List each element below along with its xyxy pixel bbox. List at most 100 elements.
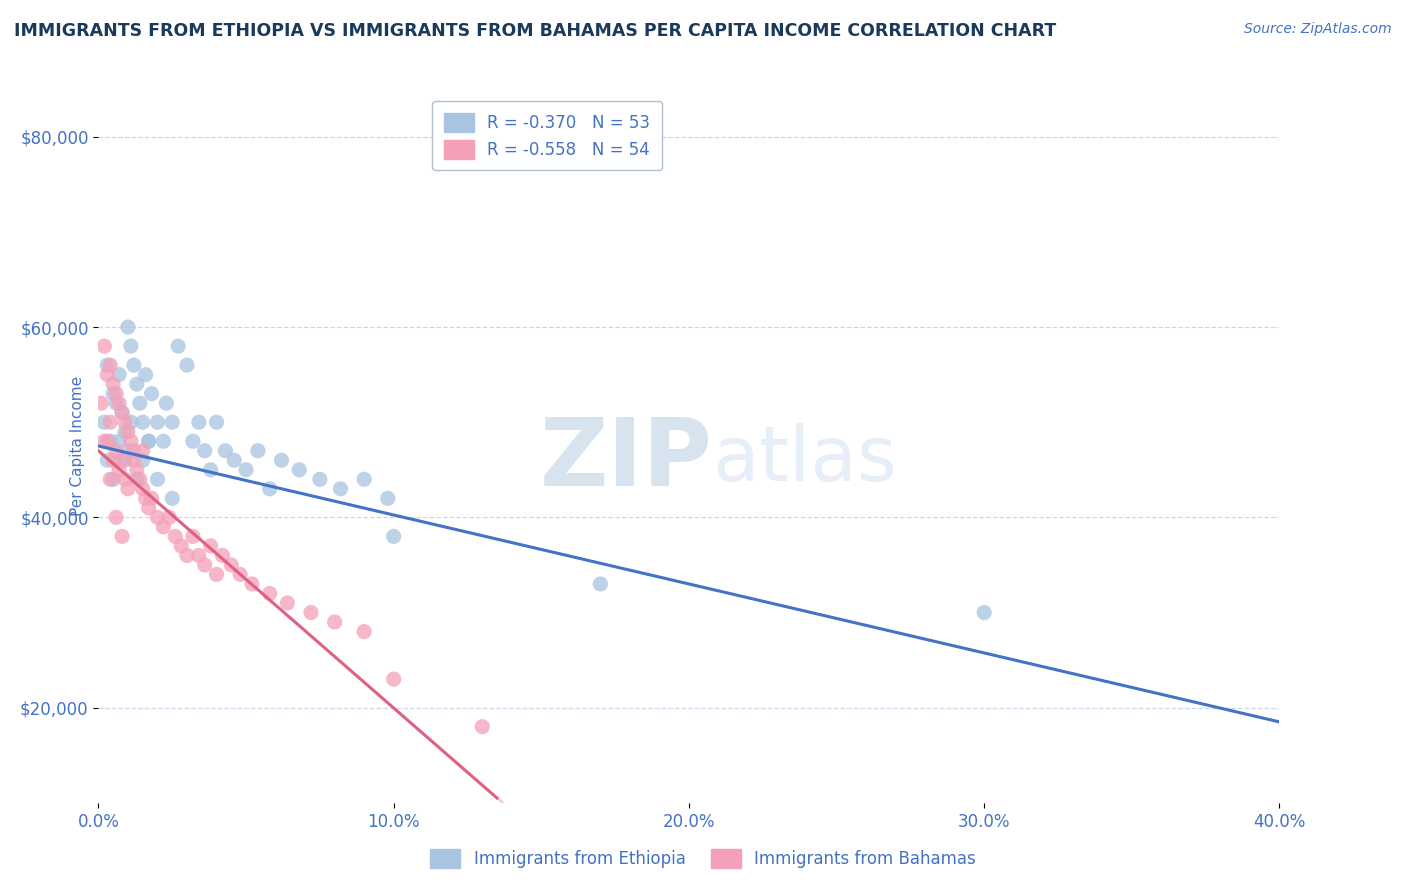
- Point: [96, 358, 118, 372]
- Point: [114, 425, 136, 439]
- Point: [98, 472, 121, 486]
- Point: [132, 443, 155, 458]
- Point: [329, 482, 352, 496]
- Text: Source: ZipAtlas.com: Source: ZipAtlas.com: [1244, 22, 1392, 37]
- Point: [93, 339, 115, 353]
- Point: [162, 491, 183, 506]
- Point: [132, 453, 155, 467]
- Point: [229, 567, 252, 582]
- Point: [117, 482, 139, 496]
- Point: [103, 472, 125, 486]
- Point: [589, 577, 612, 591]
- Point: [132, 482, 155, 496]
- Point: [152, 520, 174, 534]
- Point: [114, 472, 136, 486]
- Point: [114, 415, 136, 429]
- Point: [205, 567, 228, 582]
- Point: [108, 434, 131, 449]
- Point: [90, 396, 112, 410]
- Point: [240, 577, 263, 591]
- Point: [135, 491, 157, 506]
- Point: [117, 320, 139, 334]
- Point: [98, 434, 121, 449]
- Point: [146, 472, 169, 486]
- Point: [194, 558, 217, 572]
- Point: [93, 415, 115, 429]
- Point: [111, 529, 134, 543]
- Point: [132, 415, 155, 429]
- Point: [117, 443, 139, 458]
- Point: [125, 377, 148, 392]
- Point: [146, 510, 169, 524]
- Point: [211, 549, 233, 563]
- Point: [105, 396, 128, 410]
- Point: [117, 425, 139, 439]
- Point: [146, 415, 169, 429]
- Point: [108, 463, 131, 477]
- Point: [138, 434, 160, 449]
- Point: [162, 415, 183, 429]
- Point: [176, 549, 198, 563]
- Point: [205, 415, 228, 429]
- Point: [105, 386, 128, 401]
- Point: [108, 368, 131, 382]
- Point: [181, 434, 204, 449]
- Point: [309, 472, 332, 486]
- Point: [138, 434, 160, 449]
- Point: [141, 386, 163, 401]
- Point: [187, 415, 209, 429]
- Point: [973, 606, 995, 620]
- Point: [155, 396, 177, 410]
- Point: [128, 396, 150, 410]
- Point: [128, 472, 150, 486]
- Point: [111, 406, 134, 420]
- Point: [299, 606, 322, 620]
- Point: [120, 415, 142, 429]
- Point: [235, 463, 257, 477]
- Point: [125, 472, 148, 486]
- Point: [93, 434, 115, 449]
- Point: [96, 434, 118, 449]
- Point: [187, 549, 209, 563]
- Point: [120, 434, 142, 449]
- Point: [259, 586, 281, 600]
- Point: [224, 453, 246, 467]
- Legend: R = -0.370   N = 53, R = -0.558   N = 54: R = -0.370 N = 53, R = -0.558 N = 54: [433, 101, 662, 170]
- Text: atlas: atlas: [713, 424, 897, 497]
- Point: [221, 558, 243, 572]
- Point: [120, 339, 142, 353]
- Point: [276, 596, 298, 610]
- Point: [259, 482, 281, 496]
- Point: [122, 453, 145, 467]
- Point: [165, 529, 187, 543]
- Point: [103, 453, 125, 467]
- Text: IMMIGRANTS FROM ETHIOPIA VS IMMIGRANTS FROM BAHAMAS PER CAPITA INCOME CORRELATIO: IMMIGRANTS FROM ETHIOPIA VS IMMIGRANTS F…: [14, 22, 1056, 40]
- Point: [157, 510, 180, 524]
- Point: [246, 443, 269, 458]
- Point: [96, 368, 118, 382]
- Point: [200, 463, 222, 477]
- Point: [170, 539, 193, 553]
- Legend: Immigrants from Ethiopia, Immigrants from Bahamas: Immigrants from Ethiopia, Immigrants fro…: [423, 842, 983, 875]
- Point: [471, 720, 494, 734]
- Point: [181, 529, 204, 543]
- Point: [214, 443, 236, 458]
- Point: [111, 453, 134, 467]
- Point: [108, 396, 131, 410]
- Point: [98, 358, 121, 372]
- Point: [103, 386, 125, 401]
- Point: [141, 491, 163, 506]
- Point: [96, 453, 118, 467]
- Point: [125, 463, 148, 477]
- Point: [353, 624, 375, 639]
- Point: [135, 368, 157, 382]
- Point: [138, 500, 160, 515]
- Y-axis label: Per Capita Income: Per Capita Income: [69, 376, 84, 516]
- Point: [114, 453, 136, 467]
- Point: [105, 443, 128, 458]
- Point: [288, 463, 311, 477]
- Point: [382, 529, 405, 543]
- Point: [194, 443, 217, 458]
- Point: [152, 434, 174, 449]
- Point: [122, 358, 145, 372]
